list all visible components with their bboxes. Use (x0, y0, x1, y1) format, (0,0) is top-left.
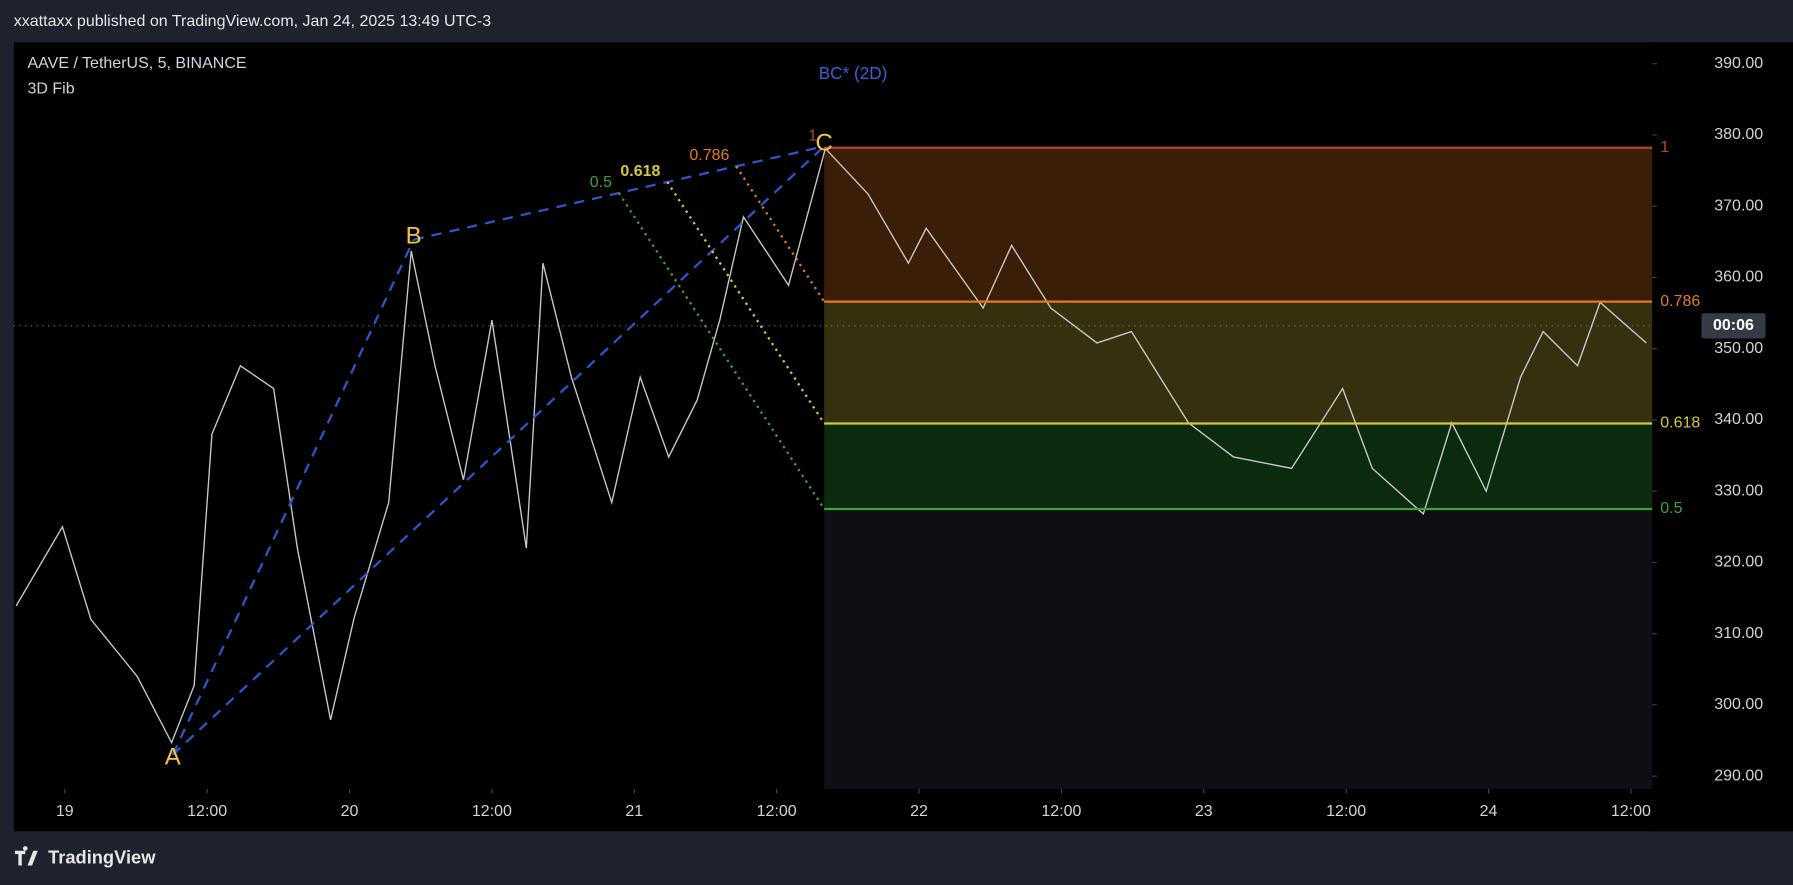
x-tick-label: 22 (910, 803, 928, 820)
tradingview-logo (14, 846, 38, 866)
pattern-point-label: C (815, 129, 832, 156)
y-tick-label: 340.00 (1714, 411, 1763, 428)
symbol-legend: AAVE / TetherUS, 5, BINANCE (28, 55, 247, 72)
y-tick-label: 390.00 (1714, 55, 1763, 72)
pattern-line (171, 145, 825, 756)
pattern-point-label: B (406, 223, 422, 250)
fib-point-label: 0.786 (689, 147, 729, 164)
y-tick-label: 320.00 (1714, 554, 1763, 571)
x-tick-label: 19 (56, 803, 74, 820)
pattern-label: BC* (2D) (819, 63, 888, 83)
fib-level-label: 1 (1660, 139, 1669, 156)
countdown: 00:06 (1713, 317, 1754, 334)
fib-projection (617, 192, 826, 510)
indicator-legend: 3D Fib (28, 80, 75, 97)
x-tick-label: 24 (1480, 803, 1498, 820)
published-line: xxattaxx published on TradingView.com, J… (14, 13, 491, 30)
x-tick-label: 21 (625, 803, 643, 820)
pattern-point-label: A (165, 744, 181, 771)
x-tick-label: 12:00 (1611, 803, 1651, 820)
x-tick-label: 12:00 (1041, 803, 1081, 820)
plot: 10.7860.6180.510.7860.6180.5ABC10.7860.6… (13, 42, 1793, 832)
price-line (15, 147, 1647, 745)
y-tick-label: 350.00 (1714, 340, 1763, 357)
pattern-line (413, 145, 825, 241)
y-tick-label: 300.00 (1714, 696, 1763, 713)
fib-zone (824, 147, 1653, 302)
y-tick-label: 330.00 (1714, 482, 1763, 499)
fib-zone (824, 508, 1653, 789)
fib-point-label: 0.618 (620, 163, 660, 180)
fib-zone (824, 301, 1653, 424)
fib-level-label: 0.618 (1660, 415, 1700, 432)
x-tick-label: 23 (1195, 803, 1213, 820)
pattern-line (171, 239, 415, 756)
fib-point-label: 1 (808, 127, 817, 144)
y-tick-label: 380.00 (1714, 126, 1763, 143)
fib-level-label: 0.5 (1660, 500, 1682, 517)
fib-point-label: 0.5 (590, 174, 612, 191)
x-tick-label: 12:00 (472, 803, 512, 820)
y-tick-label: 290.00 (1714, 767, 1763, 784)
x-tick-label: 12:00 (757, 803, 797, 820)
y-tick-label: 310.00 (1714, 625, 1763, 642)
y-tick-label: 360.00 (1714, 269, 1763, 286)
fib-level-label: 0.786 (1660, 293, 1700, 310)
x-tick-label: 12:00 (187, 803, 227, 820)
brand: TradingView (48, 847, 156, 868)
price-axis (1652, 42, 1793, 832)
countdown-box (1701, 313, 1766, 339)
x-tick-label: 20 (341, 803, 359, 820)
y-tick-label: 370.00 (1714, 197, 1763, 214)
x-tick-label: 12:00 (1326, 803, 1366, 820)
fib-zone (824, 423, 1653, 509)
